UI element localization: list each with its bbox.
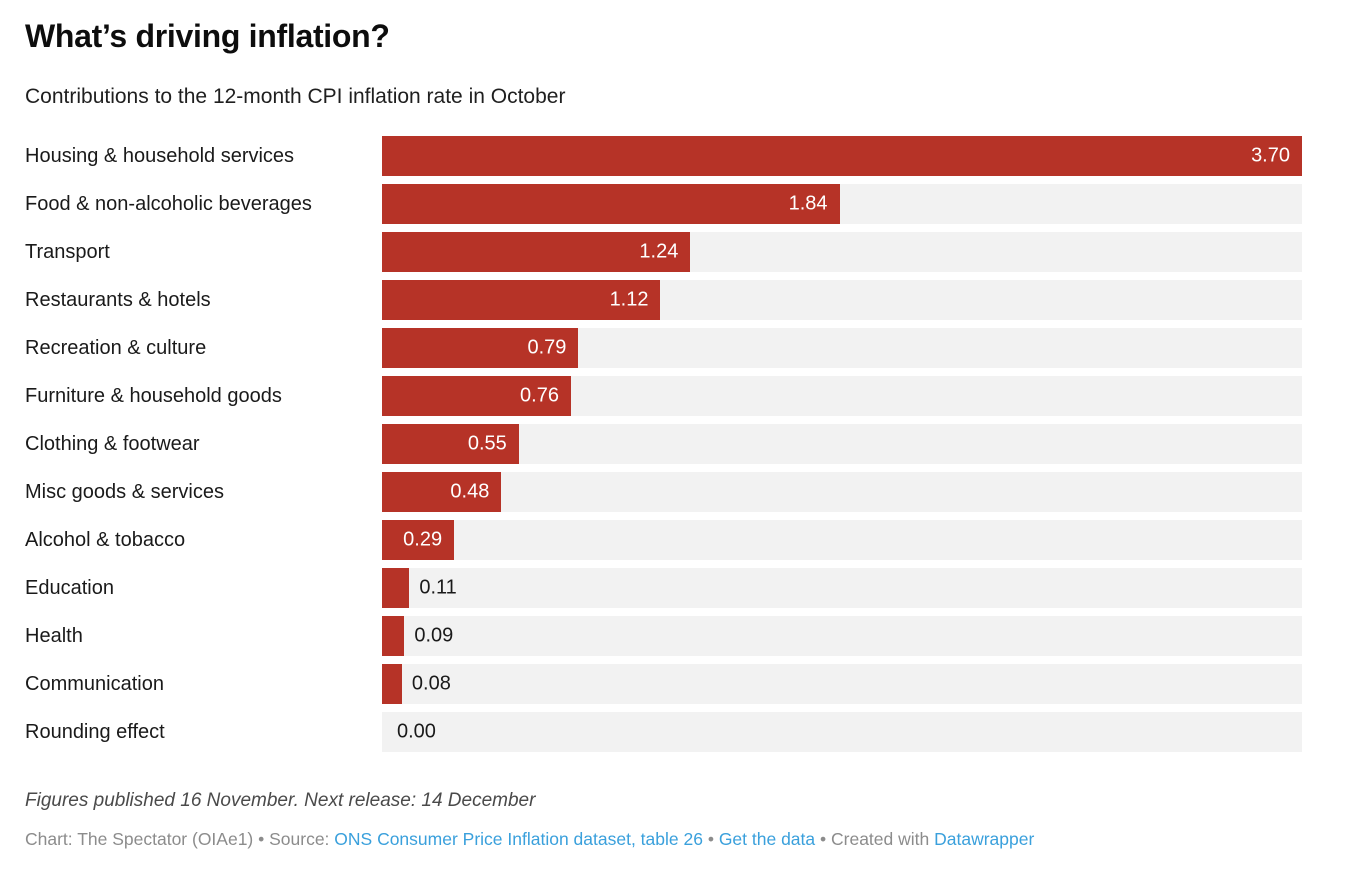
category-label: Misc goods & services <box>25 480 224 503</box>
bar[interactable] <box>382 664 402 704</box>
get-the-data-link[interactable]: Get the data <box>718 829 816 849</box>
table-row: Food & non-alcoholic beverages 1.84 <box>25 184 1302 224</box>
chart-byline: Chart: The Spectator (OIAe1) • Source: O… <box>25 829 1302 850</box>
bar[interactable] <box>382 280 661 320</box>
bar[interactable] <box>382 520 455 560</box>
value-label: 1.24 <box>639 240 679 263</box>
category-label: Food & non-alcoholic beverages <box>25 192 312 215</box>
table-row: Communication 0.08 <box>25 664 1302 704</box>
table-row: Rounding effect 0.00 <box>25 712 1302 752</box>
bar[interactable] <box>382 472 502 512</box>
bar[interactable] <box>382 136 1302 176</box>
category-label: Rounding effect <box>25 720 165 743</box>
byline-prefix: Chart: The Spectator (OIAe1) • Source: <box>25 829 335 849</box>
bar-track: 1.84 <box>382 184 1302 224</box>
page-title: What’s driving inflation? <box>25 18 390 54</box>
bar-track: 0.55 <box>382 424 1302 464</box>
table-row: Health 0.09 <box>25 616 1302 656</box>
bar-track: 0.48 <box>382 472 1302 512</box>
chart-subtitle: Contributions to the 12-month CPI inflat… <box>25 85 566 108</box>
category-label: Alcohol & tobacco <box>25 528 186 551</box>
bar-track: 1.12 <box>382 280 1302 320</box>
bar-chart: Housing & household services 3.70 Food &… <box>25 136 1302 752</box>
bar[interactable] <box>382 568 410 608</box>
source-link[interactable]: ONS Consumer Price Inflation dataset, ta… <box>334 829 703 849</box>
value-label: 1.84 <box>788 192 828 215</box>
category-label: Housing & household services <box>25 144 295 167</box>
bar-track: 3.70 <box>382 136 1302 176</box>
table-row: Restaurants & hotels 1.12 <box>25 280 1302 320</box>
category-label: Health <box>25 624 83 647</box>
bar[interactable] <box>382 184 840 224</box>
bar-track: 0.76 <box>382 376 1302 416</box>
table-row: Misc goods & services 0.48 <box>25 472 1302 512</box>
bar-track: 1.24 <box>382 232 1302 272</box>
bar-track: 0.08 <box>382 664 1302 704</box>
category-label: Clothing & footwear <box>25 432 200 455</box>
byline-separator-1: • <box>702 829 719 849</box>
value-label: 0.48 <box>450 480 490 503</box>
table-row: Clothing & footwear 0.55 <box>25 424 1302 464</box>
category-label: Communication <box>25 672 164 695</box>
bar[interactable] <box>382 232 691 272</box>
table-row: Furniture & household goods 0.76 <box>25 376 1302 416</box>
value-label: 1.12 <box>609 288 649 311</box>
bar[interactable] <box>382 616 405 656</box>
bar-track: 0.09 <box>382 616 1302 656</box>
value-label: 0.11 <box>419 576 457 599</box>
bar-track: 0.79 <box>382 328 1302 368</box>
bar[interactable] <box>382 376 571 416</box>
category-label: Education <box>25 576 114 599</box>
value-label: 0.55 <box>467 432 507 455</box>
bar-track: 0.29 <box>382 520 1302 560</box>
value-label: 0.76 <box>520 384 559 407</box>
bar[interactable] <box>382 424 519 464</box>
value-label: 0.00 <box>397 720 436 743</box>
created-with-text: Created with <box>831 829 935 849</box>
value-label: 0.08 <box>411 672 451 695</box>
bar[interactable] <box>382 328 579 368</box>
bar-track: 0.11 <box>382 568 1302 608</box>
table-row: Alcohol & tobacco 0.29 <box>25 520 1302 560</box>
table-row: Recreation & culture 0.79 <box>25 328 1302 368</box>
bar-track: 0.00 <box>382 712 1302 752</box>
value-label: 0.09 <box>414 624 454 647</box>
value-label: 3.70 <box>1251 144 1290 167</box>
value-label: 0.79 <box>527 336 567 359</box>
category-label: Transport <box>25 240 110 263</box>
table-row: Transport 1.24 <box>25 232 1302 272</box>
byline-separator-2: • <box>815 829 831 849</box>
category-label: Furniture & household goods <box>25 384 282 407</box>
category-label: Restaurants & hotels <box>25 288 211 311</box>
value-label: 0.29 <box>403 528 443 551</box>
table-row: Housing & household services 3.70 <box>25 136 1302 176</box>
table-row: Education 0.11 <box>25 568 1302 608</box>
datawrapper-link[interactable]: Datawrapper <box>934 829 1035 849</box>
category-label: Recreation & culture <box>25 336 207 359</box>
chart-footnote: Figures published 16 November. Next rele… <box>25 790 536 811</box>
